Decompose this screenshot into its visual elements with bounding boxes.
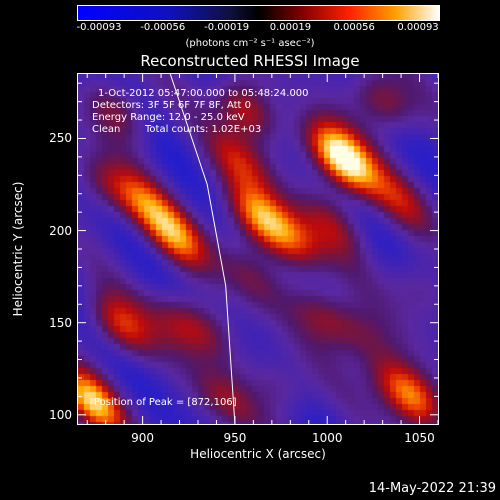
y-tick-label: 200 [49, 223, 72, 238]
x-axis-label: Heliocentric X (arcsec) [190, 447, 326, 461]
info-time-range: 1-Oct-2012 05:47:00.000 to 05:48:24.000 [98, 88, 309, 99]
x-tick-label: 950 [223, 431, 247, 445]
colorbar-units: (photons cm⁻² s⁻¹ asec⁻²) [185, 38, 315, 49]
colorbar [77, 5, 440, 21]
plot-title: Reconstructed RHESSI Image [140, 52, 360, 70]
colorbar-tick-label: -0.00019 [204, 22, 250, 33]
colorbar-tick-label: 0.00019 [269, 22, 312, 33]
date-stamp: 14-May-2022 21:39 [368, 481, 496, 496]
y-tick-label: 250 [49, 131, 72, 146]
info-detectors: Detectors: 3F 5F 6F 7F 8F, Att 0 [92, 100, 252, 111]
colorbar-tick-label: 0.00056 [333, 22, 375, 33]
plot-overlay [78, 74, 438, 424]
y-axis-label: Heliocentric Y (arcsec) [11, 181, 25, 317]
colorbar-tick-label: -0.00093 [76, 22, 122, 33]
info-energy-range: Energy Range: 12.0 - 25.0 keV [92, 112, 245, 123]
y-tick-label: 150 [49, 315, 72, 330]
colorbar-tick-label: -0.00056 [140, 22, 186, 33]
x-tick-label: 900 [131, 431, 155, 445]
x-tick-label: 1050 [404, 431, 435, 445]
y-tick-label: 100 [49, 407, 72, 422]
solar-limb-curve [169, 74, 236, 424]
info-method: Clean [92, 124, 121, 135]
info-peak-position: Position of Peak = [872,106] [94, 397, 237, 408]
plot-area: 1-Oct-2012 05:47:00.000 to 05:48:24.000 … [77, 73, 439, 425]
colorbar-tick-label: 0.00093 [397, 22, 439, 33]
heatmap-image [78, 74, 438, 424]
x-tick-label: 1000 [311, 431, 343, 445]
info-total-counts: Total counts: 1.02E+03 [145, 124, 262, 135]
